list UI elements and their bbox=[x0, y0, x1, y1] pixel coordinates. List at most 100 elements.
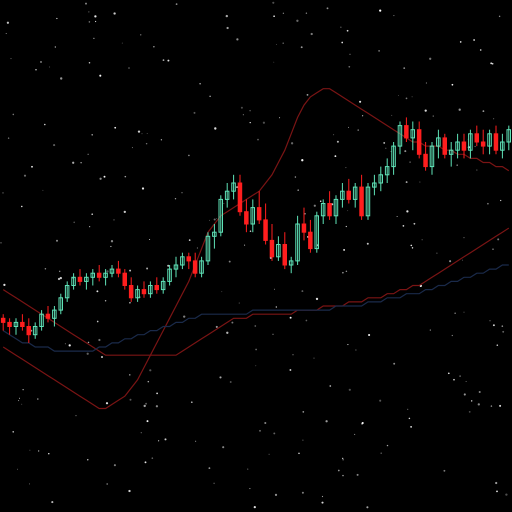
star-dot bbox=[244, 244, 246, 246]
candle-body-bull bbox=[160, 280, 166, 291]
star-dot bbox=[60, 77, 63, 80]
star-dot bbox=[463, 393, 466, 396]
candle bbox=[359, 174, 364, 220]
candle-body-bear bbox=[493, 133, 499, 151]
star-dot bbox=[164, 438, 167, 441]
star-dot bbox=[131, 147, 133, 149]
star-dot bbox=[96, 290, 99, 293]
star-dot bbox=[342, 457, 344, 460]
star-dot bbox=[80, 162, 82, 164]
star-dot bbox=[31, 165, 33, 168]
candle bbox=[186, 252, 191, 270]
star-dot bbox=[129, 398, 132, 401]
star-dot bbox=[106, 483, 109, 485]
candle bbox=[244, 199, 249, 233]
candle bbox=[448, 142, 454, 167]
candle bbox=[269, 224, 275, 261]
star-dot bbox=[181, 192, 183, 194]
star-dot bbox=[149, 238, 151, 241]
candle-body-bear bbox=[416, 129, 422, 155]
candle-body-bear bbox=[423, 153, 428, 168]
star-dot bbox=[453, 378, 455, 381]
star-dot bbox=[487, 202, 489, 205]
candle-body-bull bbox=[135, 289, 140, 299]
star-dot bbox=[402, 225, 405, 227]
star-dot bbox=[37, 398, 39, 400]
star-dot bbox=[496, 490, 498, 493]
star-dot bbox=[208, 219, 210, 221]
star-dot bbox=[53, 144, 56, 147]
star-dot bbox=[319, 200, 322, 203]
star-dot bbox=[424, 109, 427, 112]
star-dot bbox=[355, 349, 357, 351]
star-dot bbox=[356, 473, 359, 476]
star-dot bbox=[214, 127, 217, 130]
candle-body-bear bbox=[301, 223, 307, 233]
candle-body-bull bbox=[352, 186, 358, 200]
star-dot bbox=[345, 167, 347, 169]
star-dot bbox=[343, 248, 346, 251]
candle bbox=[71, 273, 76, 290]
star-dot bbox=[213, 482, 215, 485]
candle bbox=[320, 199, 326, 224]
star-dot bbox=[474, 145, 476, 148]
candle-body-bull bbox=[487, 133, 492, 147]
candle bbox=[237, 174, 243, 216]
candle bbox=[276, 236, 281, 261]
star-dot bbox=[305, 319, 308, 322]
candle-body-bull bbox=[320, 203, 326, 217]
star-dot bbox=[199, 83, 201, 85]
candle bbox=[84, 273, 89, 290]
candle bbox=[20, 314, 25, 331]
candle bbox=[308, 219, 313, 253]
star-dot bbox=[313, 204, 316, 207]
candle bbox=[500, 133, 505, 159]
star-dot bbox=[306, 93, 309, 96]
candle bbox=[32, 322, 38, 339]
star-dot bbox=[42, 189, 44, 191]
candle bbox=[288, 256, 294, 274]
star-dot bbox=[167, 59, 170, 62]
star-dot bbox=[348, 388, 351, 391]
star-dot bbox=[247, 468, 249, 470]
star-dot bbox=[22, 389, 24, 391]
candle bbox=[205, 232, 211, 265]
candle-body-bull bbox=[500, 141, 505, 151]
candle-body-bull bbox=[429, 145, 435, 168]
star-dot bbox=[459, 375, 461, 377]
candle-body-bull bbox=[231, 182, 236, 192]
star-dot bbox=[17, 468, 18, 470]
star-dot bbox=[6, 21, 10, 24]
star-dot bbox=[500, 199, 502, 202]
candle bbox=[493, 125, 499, 155]
candle bbox=[506, 125, 511, 151]
candle-body-bear bbox=[244, 211, 249, 225]
candle bbox=[77, 269, 83, 286]
star-dot bbox=[274, 288, 275, 290]
candle-body-bull bbox=[148, 285, 153, 295]
star-dot bbox=[146, 133, 148, 135]
star-dot bbox=[342, 459, 344, 461]
star-dot bbox=[336, 140, 339, 143]
star-dot bbox=[128, 67, 130, 69]
candle-body-bear bbox=[128, 285, 134, 299]
star-dot bbox=[411, 96, 413, 98]
star-dot bbox=[378, 50, 380, 52]
candle bbox=[263, 203, 268, 245]
star-dot bbox=[129, 301, 131, 304]
star-dot bbox=[231, 321, 234, 324]
star-dot bbox=[419, 181, 421, 183]
candle bbox=[224, 183, 230, 208]
star-dot bbox=[190, 401, 193, 404]
candle-body-bull bbox=[58, 297, 63, 311]
candle bbox=[141, 281, 147, 298]
star-dot bbox=[301, 159, 304, 162]
candle-body-bear bbox=[474, 133, 479, 143]
star-dot bbox=[425, 82, 427, 84]
star-dot bbox=[405, 181, 408, 184]
star-dot bbox=[429, 57, 432, 60]
star-dot bbox=[140, 34, 142, 36]
star-dot bbox=[398, 95, 399, 97]
star-dot bbox=[498, 15, 501, 18]
star-dot bbox=[458, 108, 461, 111]
